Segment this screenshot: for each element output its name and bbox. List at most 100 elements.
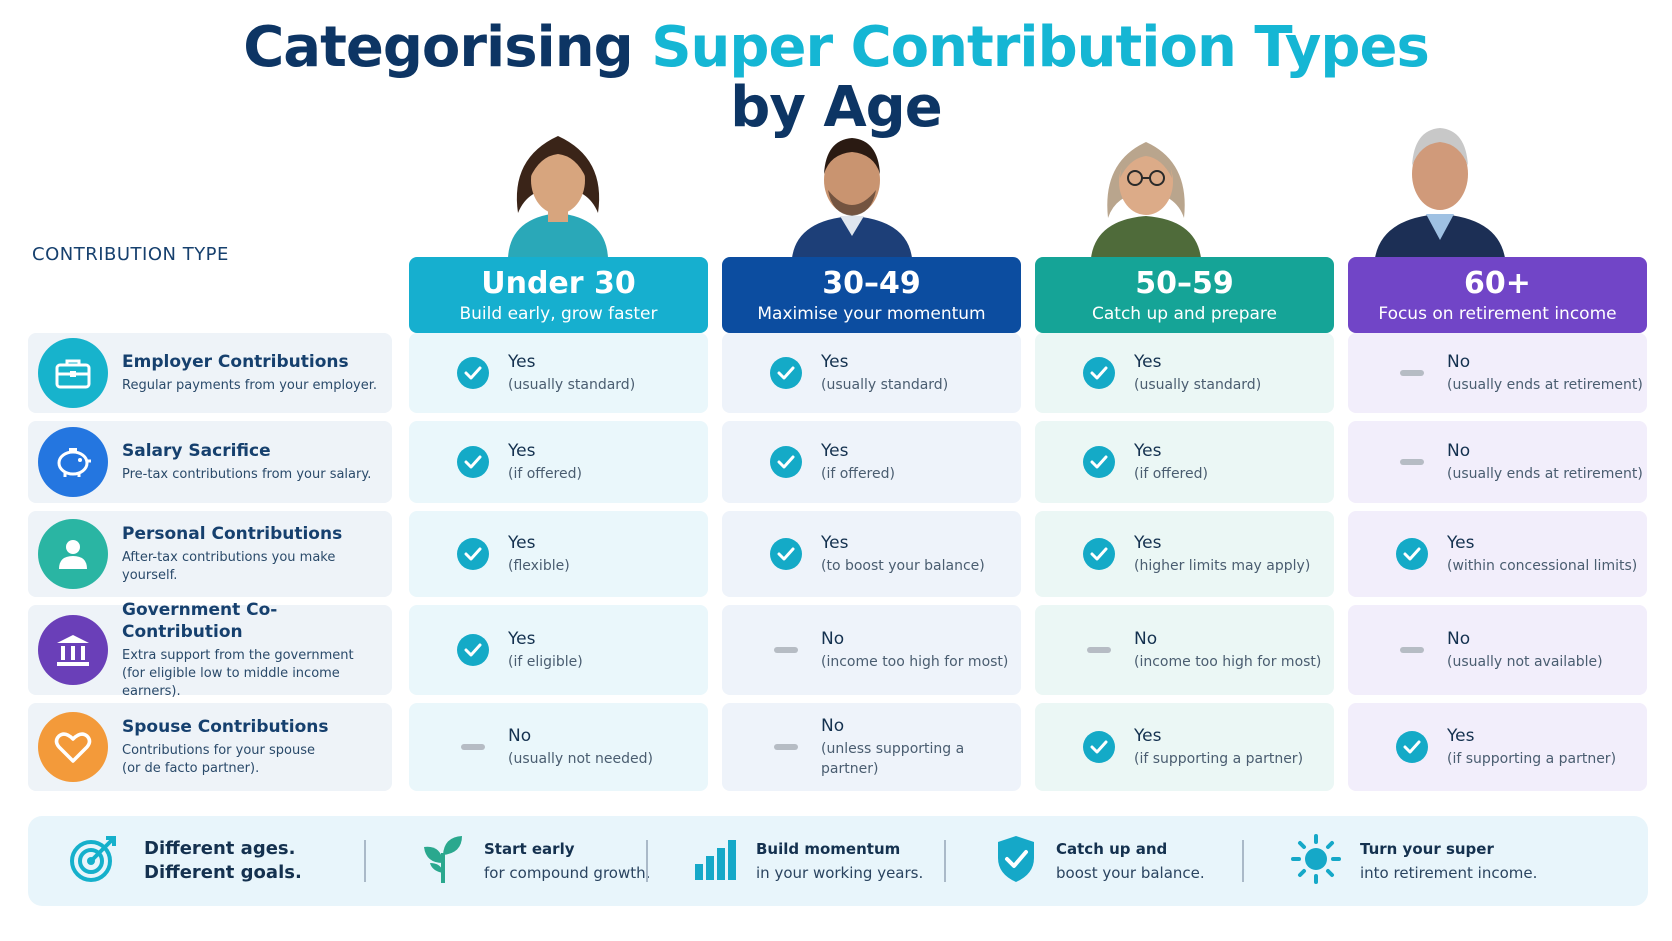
- bar-chart-icon: [692, 836, 738, 886]
- row-desc: Pre-tax contributions from your salary.: [122, 467, 372, 482]
- matrix-cell: Yes (if offered): [1035, 421, 1334, 503]
- matrix-cell: No (unless supporting a partner): [722, 703, 1021, 791]
- matrix-cell: Yes (if supporting a partner): [1035, 703, 1334, 791]
- cell-note: (if supporting a partner): [1134, 751, 1304, 767]
- cell-note: (usually not available): [1447, 654, 1603, 670]
- check-icon: [456, 537, 490, 571]
- cell-value: Yes: [821, 533, 849, 553]
- check-icon: [1082, 730, 1116, 764]
- title-accent: Super Contribution Types: [651, 15, 1430, 80]
- matrix-cell: No (income too high for most): [722, 605, 1021, 695]
- banner-item-rest: in your working years.: [756, 864, 924, 882]
- cell-note: (to boost your balance): [821, 558, 985, 574]
- check-icon: [769, 356, 803, 390]
- row-name: Spouse Contributions: [122, 717, 329, 737]
- cell-note: (income too high for most): [1134, 654, 1322, 670]
- check-icon: [456, 445, 490, 479]
- matrix-cell: No (usually ends at retirement): [1348, 421, 1647, 503]
- row-desc-line1: Extra support from the government: [122, 648, 354, 663]
- piggy-bank-icon: [38, 427, 108, 497]
- matrix-cell: No (usually ends at retirement): [1348, 333, 1647, 413]
- row-desc-line2: (or de facto partner).: [122, 761, 260, 776]
- age-subtitle: Focus on retirement income: [1378, 304, 1617, 324]
- dash-icon: [456, 730, 490, 764]
- matrix-cell: Yes (if eligible): [409, 605, 708, 695]
- dash-icon: [1395, 445, 1429, 479]
- cell-note: (usually not needed): [508, 751, 653, 767]
- row-name: Government Co-Contribution: [122, 600, 278, 642]
- cell-note: (if offered): [508, 466, 582, 482]
- dash-icon: [769, 730, 803, 764]
- age-subtitle: Maximise your momentum: [757, 304, 986, 324]
- age-subtitle: Catch up and prepare: [1092, 304, 1277, 324]
- cell-value: No: [1134, 629, 1158, 649]
- cell-note: (higher limits may apply): [1134, 558, 1311, 574]
- banner-item-rest: boost your balance.: [1056, 864, 1205, 882]
- row-label-spouse: Spouse Contributions Contributions for y…: [28, 703, 392, 791]
- check-icon: [456, 356, 490, 390]
- shield-check-icon: [994, 834, 1038, 888]
- cell-value: Yes: [821, 441, 849, 461]
- dash-icon: [1395, 356, 1429, 390]
- cell-value: No: [821, 629, 845, 649]
- matrix-cell: No (income too high for most): [1035, 605, 1334, 695]
- cell-note: (usually standard): [821, 377, 949, 393]
- cell-value: No: [821, 716, 845, 736]
- check-icon: [1395, 537, 1429, 571]
- cell-value: Yes: [1134, 441, 1162, 461]
- cell-value: No: [1447, 352, 1471, 372]
- check-icon: [1395, 730, 1429, 764]
- photo-under-30: [448, 118, 668, 258]
- cell-note: (if eligible): [508, 654, 583, 670]
- check-icon: [1082, 445, 1116, 479]
- banner-item-start-early: Start early for compound growth.: [420, 816, 650, 906]
- banner-item-retirement: Turn your super into retirement income.: [1290, 816, 1537, 906]
- age-subtitle: Build early, grow faster: [459, 304, 658, 324]
- sprout-icon: [420, 833, 466, 889]
- age-label: 60+: [1464, 266, 1531, 301]
- briefcase-icon: [38, 338, 108, 408]
- check-icon: [456, 633, 490, 667]
- cell-value: Yes: [1447, 533, 1475, 553]
- photo-50-59: [1036, 118, 1256, 258]
- matrix-cell: Yes (flexible): [409, 511, 708, 597]
- divider: [364, 840, 366, 882]
- row-desc: Contributions for your spouse (or de fact…: [122, 742, 328, 778]
- sun-icon: [1290, 833, 1342, 889]
- contribution-type-label: CONTRIBUTION TYPE: [32, 244, 229, 265]
- cell-note: (usually standard): [508, 377, 636, 393]
- age-header-60-plus: 60+ Focus on retirement income: [1348, 257, 1647, 333]
- cell-note: (if offered): [1134, 466, 1208, 482]
- cell-note: (if offered): [821, 466, 895, 482]
- row-name: Salary Sacrifice: [122, 441, 271, 461]
- row-desc-line2: (for eligible low to middle income earne…: [122, 666, 340, 699]
- row-desc: Extra support from the government (for el…: [122, 647, 392, 701]
- cell-value: Yes: [1447, 726, 1475, 746]
- row-label-personal: Personal Contributions After-tax contrib…: [28, 511, 392, 597]
- cell-value: Yes: [508, 533, 536, 553]
- matrix-cell: Yes (higher limits may apply): [1035, 511, 1334, 597]
- cell-value: Yes: [821, 352, 849, 372]
- cell-note: (usually standard): [1134, 377, 1262, 393]
- cell-value: Yes: [508, 352, 536, 372]
- matrix-cell: Yes (if supporting a partner): [1348, 703, 1647, 791]
- banner-item-rest: into retirement income.: [1360, 864, 1538, 882]
- cell-value: No: [1447, 629, 1471, 649]
- cell-value: No: [508, 726, 532, 746]
- matrix-cell: Yes (if offered): [722, 421, 1021, 503]
- title-part2: by Age: [730, 75, 942, 140]
- check-icon: [1082, 537, 1116, 571]
- age-label: 30–49: [822, 266, 921, 301]
- page-title: Categorising Super Contribution Types by…: [0, 18, 1672, 138]
- row-label-government: Government Co-Contribution Extra support…: [28, 600, 392, 699]
- matrix-cell: Yes (to boost your balance): [722, 511, 1021, 597]
- divider: [944, 840, 946, 882]
- heart-icon: [38, 712, 108, 782]
- title-part1: Categorising: [243, 15, 652, 80]
- row-label-salary-sacrifice: Salary Sacrifice Pre-tax contributions f…: [28, 421, 392, 503]
- matrix-cell: Yes (within concessional limits): [1348, 511, 1647, 597]
- cell-note: (within concessional limits): [1447, 558, 1638, 574]
- cell-value: Yes: [1134, 533, 1162, 553]
- cell-value: Yes: [1134, 352, 1162, 372]
- check-icon: [1082, 356, 1116, 390]
